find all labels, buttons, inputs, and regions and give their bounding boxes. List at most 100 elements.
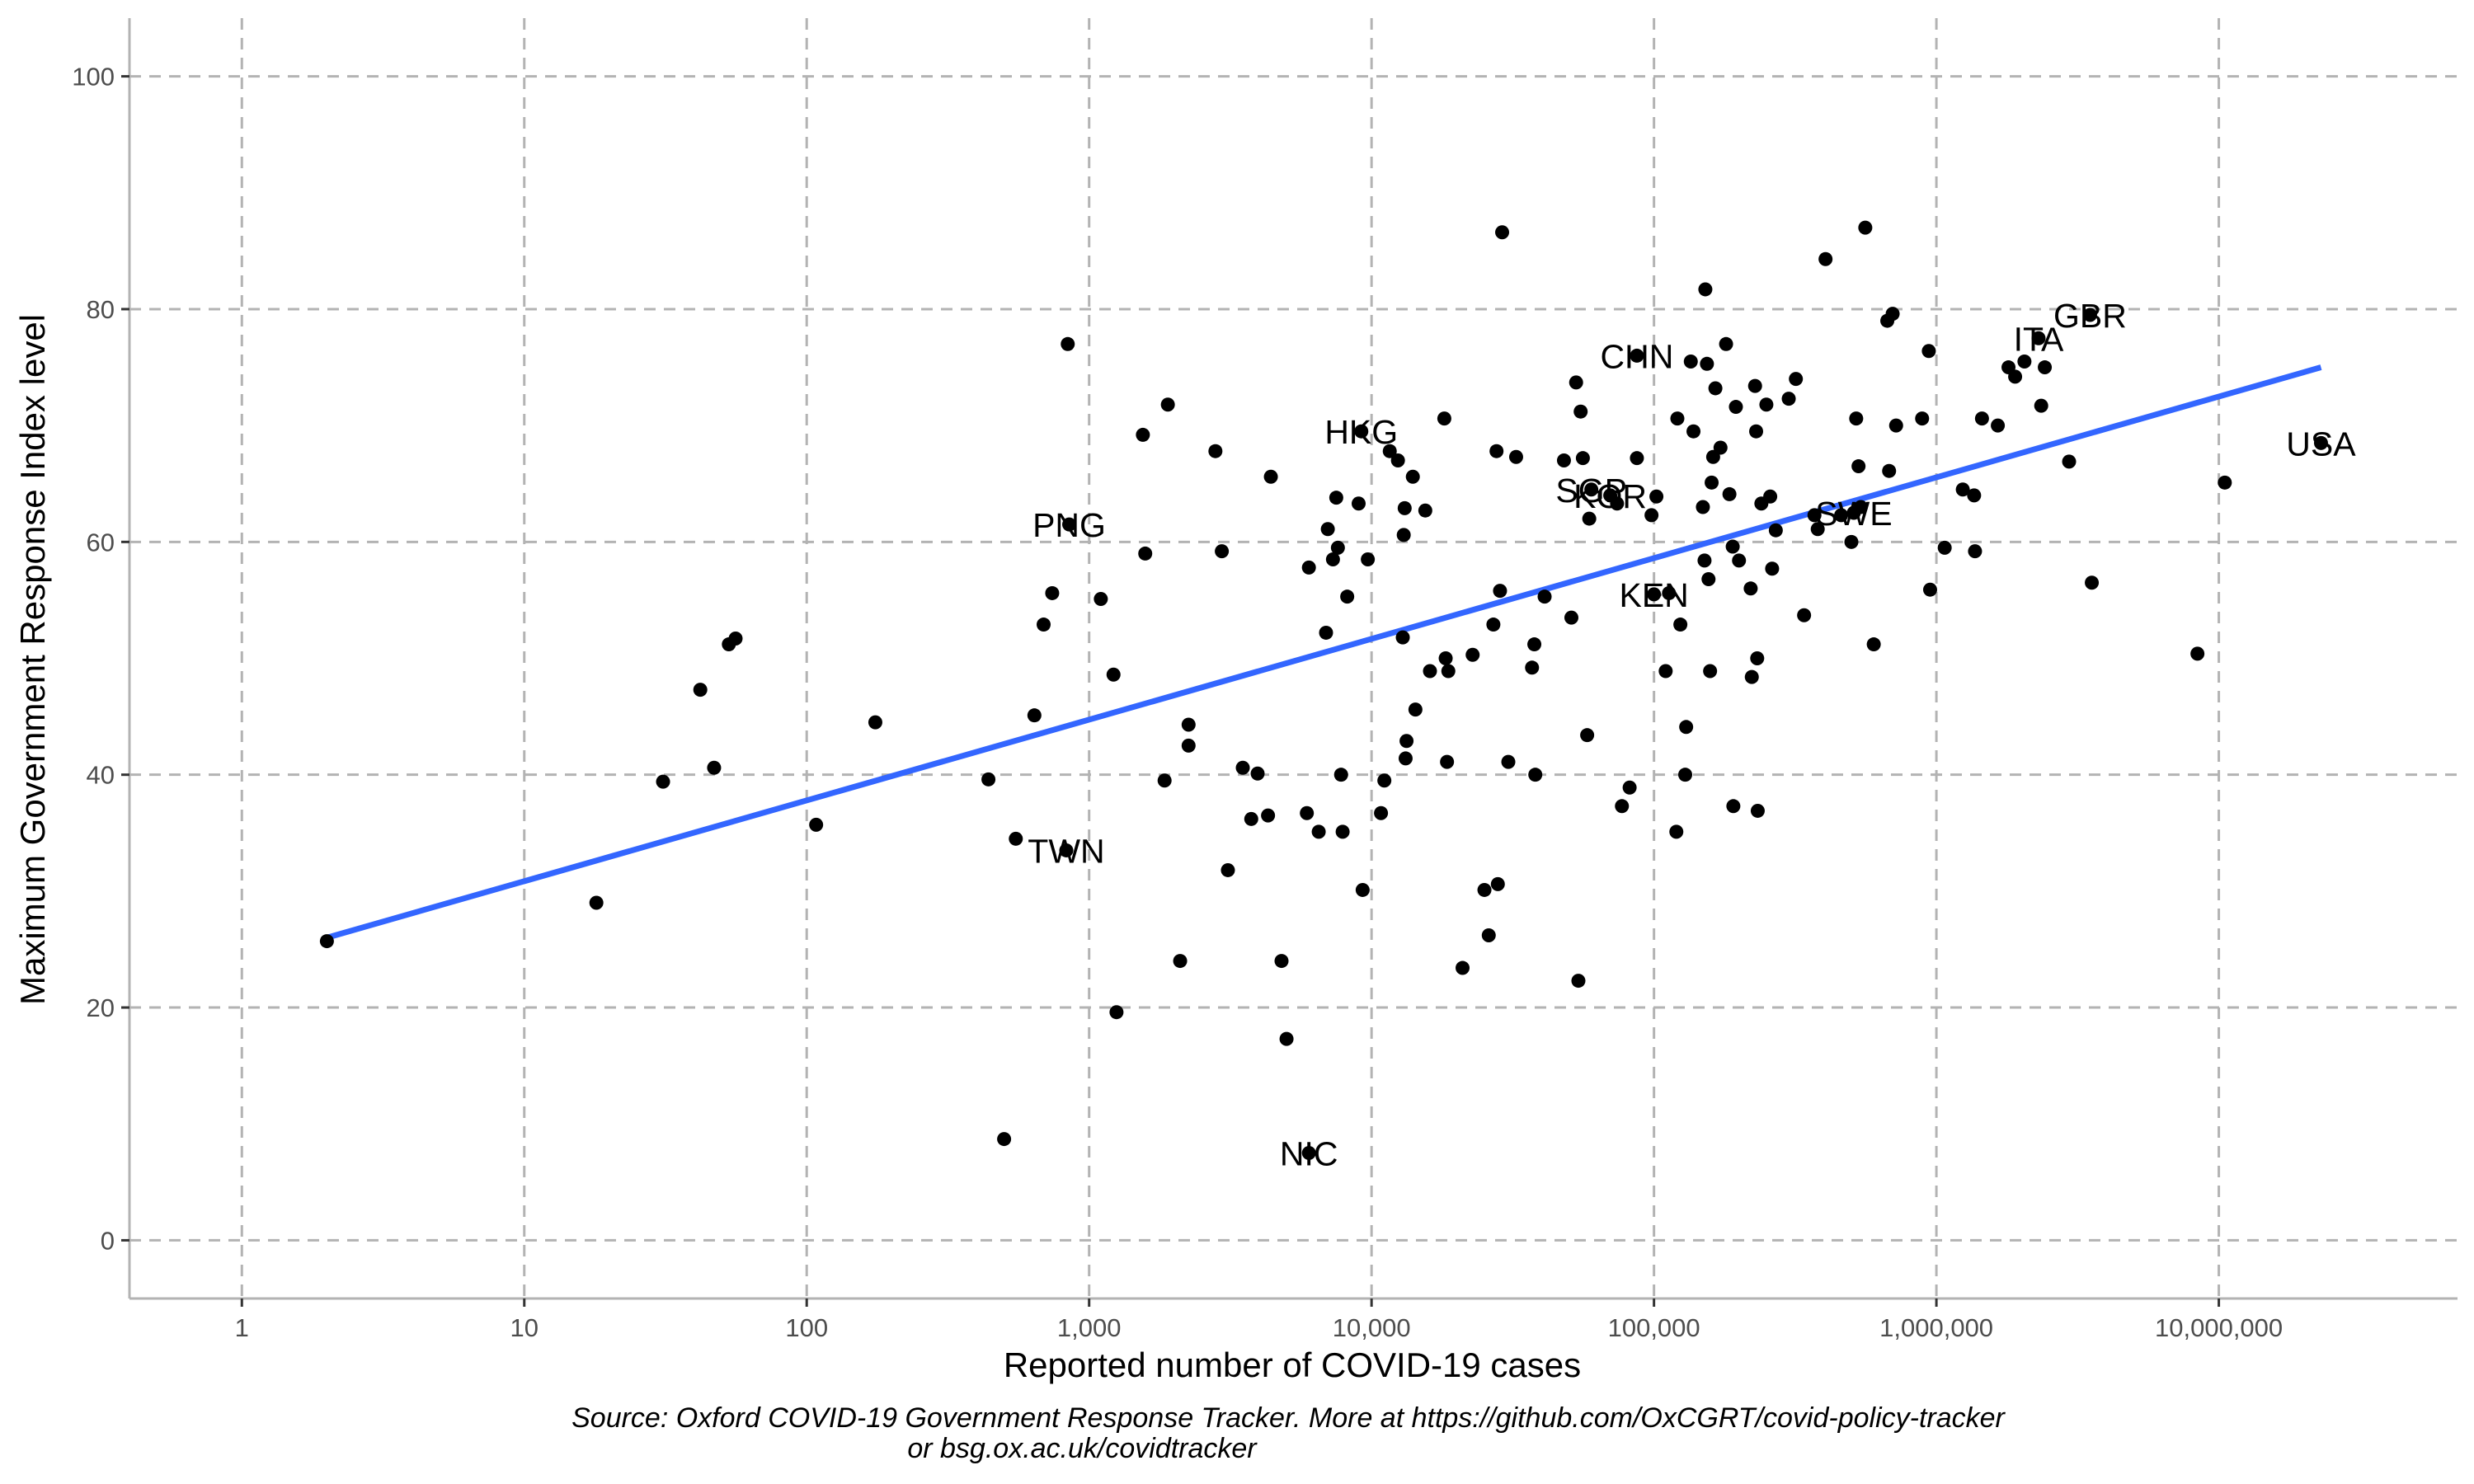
data-point — [1423, 664, 1437, 679]
point-label-png: PNG — [1032, 506, 1106, 544]
data-point — [1622, 780, 1637, 795]
data-point — [2038, 360, 2053, 375]
data-point — [1698, 282, 1713, 297]
data-point — [1208, 444, 1223, 458]
data-point — [1807, 508, 1822, 523]
x-tick-label: 10,000,000 — [2155, 1313, 2283, 1342]
data-point — [1922, 582, 1937, 597]
data-point-labeled — [2031, 331, 2046, 345]
x-tick-label: 100,000 — [1608, 1313, 1700, 1342]
data-point — [1045, 585, 1060, 600]
data-point — [1686, 424, 1701, 439]
point-label-twn: TWN — [1028, 832, 1104, 870]
data-point — [1888, 418, 1903, 433]
point-label-kor: KOR — [1573, 477, 1647, 515]
data-point — [1696, 500, 1710, 514]
data-point — [1789, 372, 1804, 387]
data-point — [1781, 392, 1796, 406]
data-point — [1974, 411, 1989, 426]
data-point — [1408, 702, 1423, 717]
data-point — [1679, 720, 1694, 735]
data-point — [1882, 463, 1897, 478]
data-point — [2017, 354, 2032, 369]
point-label-chn: CHN — [1601, 337, 1674, 375]
data-point — [1729, 400, 1743, 415]
data-point — [1644, 508, 1659, 523]
data-point — [1673, 618, 1688, 632]
data-point — [868, 715, 882, 730]
data-point — [1399, 734, 1414, 749]
point-label-swe: SWE — [1815, 495, 1892, 533]
data-point — [1244, 811, 1258, 826]
data-point — [1749, 424, 1764, 439]
data-point — [1937, 540, 1952, 555]
data-point — [1355, 882, 1370, 897]
data-point — [2062, 454, 2077, 469]
data-point — [1763, 489, 1778, 504]
data-point-labeled — [1301, 1146, 1316, 1161]
data-point — [1311, 824, 1326, 839]
data-point — [2034, 398, 2048, 413]
data-point — [1501, 754, 1516, 769]
point-label-ken: KEN — [1619, 576, 1688, 614]
data-point — [693, 683, 708, 697]
point-label-gbr: GBR — [2053, 297, 2127, 335]
point-label-ita: ITA — [2014, 320, 2064, 358]
data-point — [1700, 356, 1714, 371]
data-point — [1398, 751, 1413, 766]
data-point — [1438, 651, 1453, 665]
data-point — [1537, 589, 1552, 604]
y-tick-label: 40 — [87, 761, 115, 790]
data-point — [1580, 728, 1595, 743]
data-point — [1991, 418, 2006, 433]
data-point — [1744, 669, 1759, 684]
data-point — [997, 1132, 1012, 1147]
data-point — [1683, 354, 1698, 369]
data-point — [1708, 381, 1723, 396]
x-tick-label: 100 — [785, 1313, 828, 1342]
data-point — [1361, 552, 1376, 566]
data-point — [1759, 397, 1774, 412]
data-point — [1726, 799, 1741, 814]
data-point — [1157, 773, 1172, 788]
data-point — [1834, 508, 1849, 523]
data-point — [2218, 475, 2232, 490]
data-point — [1528, 768, 1543, 782]
data-point — [1261, 808, 1276, 823]
data-point — [1325, 552, 1340, 566]
data-point — [1493, 584, 1507, 599]
data-point — [1441, 664, 1456, 679]
data-point — [1250, 766, 1265, 781]
data-point — [707, 760, 722, 775]
data-point — [1181, 738, 1196, 753]
tick-labels: 1 10 100 1,000 10,000 100,000 1,000,000 10,000,… — [72, 63, 2283, 1342]
data-point — [1768, 523, 1783, 538]
data-point — [1301, 560, 1316, 575]
x-tick-label: 1,000 — [1057, 1313, 1122, 1342]
data-point — [1615, 799, 1630, 814]
data-point — [1106, 667, 1121, 682]
x-tick-label: 10,000 — [1333, 1313, 1411, 1342]
data-point — [2085, 575, 2100, 590]
data-point — [1377, 773, 1392, 788]
grid-lines — [129, 18, 2458, 1298]
data-point — [1437, 411, 1451, 426]
data-point — [1719, 336, 1733, 351]
data-point — [1866, 637, 1881, 652]
data-point — [1573, 404, 1588, 419]
data-point — [1173, 954, 1188, 969]
data-point — [1374, 805, 1389, 820]
data-point — [1490, 876, 1505, 891]
trend-line — [326, 364, 2322, 941]
data-point-labeled — [1630, 348, 1644, 363]
source-caption-line-1: Source: Oxford COVID-19 Government Respo… — [571, 1402, 2006, 1434]
data-point — [1329, 491, 1343, 505]
data-point — [1351, 496, 1366, 511]
data-point — [1678, 768, 1693, 782]
data-point — [1750, 803, 1765, 818]
data-point-labeled — [1584, 482, 1599, 497]
x-axis-title: Reported number of COVID-19 cases — [1004, 1345, 1581, 1384]
data-point — [1390, 453, 1405, 467]
data-point — [1440, 754, 1455, 769]
data-point — [1263, 469, 1278, 484]
